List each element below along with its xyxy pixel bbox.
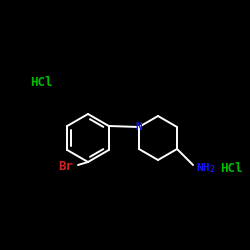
- Text: N: N: [136, 122, 142, 132]
- Text: NH: NH: [196, 163, 209, 173]
- Text: HCl: HCl: [220, 162, 242, 174]
- Text: HCl: HCl: [30, 76, 52, 88]
- Text: 2: 2: [209, 166, 214, 174]
- Text: Br: Br: [58, 160, 74, 173]
